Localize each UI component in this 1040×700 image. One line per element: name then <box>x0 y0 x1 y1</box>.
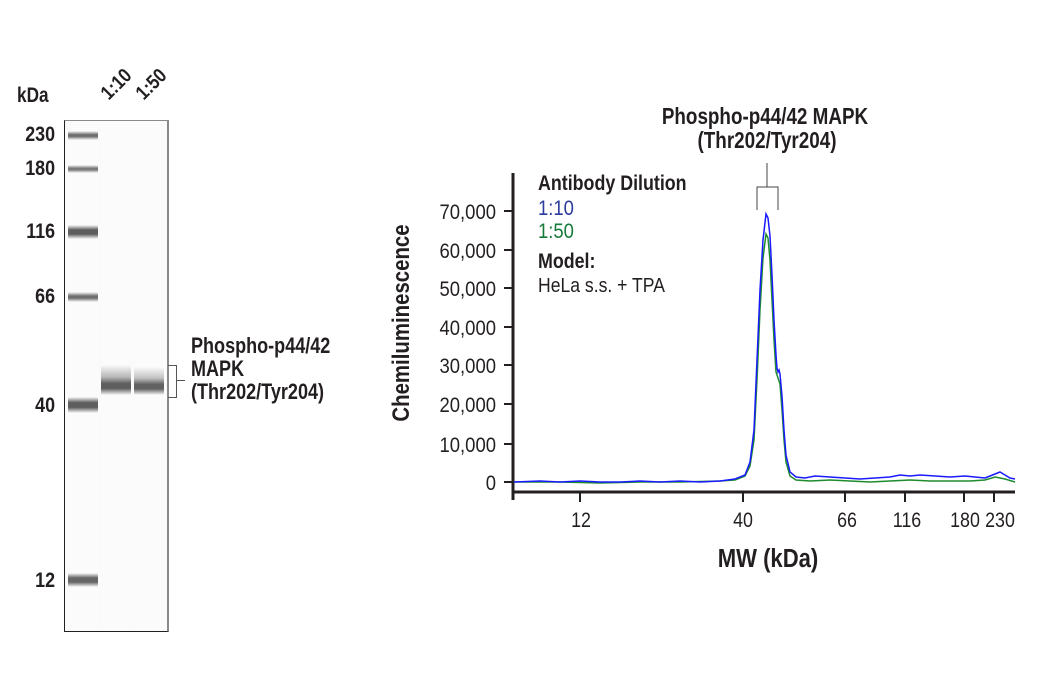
legend-series-1-50: 1:50 <box>538 220 574 243</box>
x-tick-230: 230 <box>985 509 1015 533</box>
ladder-band-180 <box>68 165 98 173</box>
chart-legend: Antibody Dilution 1:10 1:50 Model: HeLa … <box>538 172 687 297</box>
ladder-band-66 <box>68 292 98 302</box>
gel-image <box>64 120 169 632</box>
marker-label-12: 12 <box>35 569 55 592</box>
gel-target-annotation: Phospho-p44/42 MAPK (Thr202/Tyr204) <box>191 334 330 403</box>
lane-1-50 <box>134 121 166 631</box>
series-1-10-line <box>513 211 1016 483</box>
marker-label-40: 40 <box>35 394 55 417</box>
legend-model-heading: Model: <box>538 250 595 274</box>
x-tick-40: 40 <box>733 509 753 533</box>
y-tick-0: 0 <box>486 472 496 495</box>
chart-title-line2: (Thr202/Tyr204) <box>698 128 837 153</box>
y-tick-10000: 10,000 <box>440 434 496 457</box>
x-tick-180: 180 <box>950 509 980 533</box>
y-tick-50000: 50,000 <box>440 278 496 301</box>
gel-annotation-line3: (Thr202/Tyr204) <box>191 379 325 404</box>
ladder-lane <box>66 121 99 631</box>
chart-title: Phospho-p44/42 MAPK (Thr202/Tyr204) <box>662 104 868 153</box>
legend-model-value: HeLa s.s. + TPA <box>538 274 665 296</box>
x-ticks <box>579 492 995 502</box>
y-tick-60000: 60,000 <box>440 240 496 263</box>
target-band-1-50 <box>134 367 164 395</box>
gel-annotation-line2: MAPK <box>191 356 245 381</box>
y-tick-30000: 30,000 <box>440 355 496 378</box>
legend-heading: Antibody Dilution <box>538 172 687 196</box>
peak-bracket <box>756 163 779 210</box>
marker-label-180: 180 <box>25 157 55 180</box>
y-tick-40000: 40,000 <box>440 317 496 340</box>
y-tick-labels: 70,000 60,000 50,000 40,000 30,000 20,00… <box>440 201 496 495</box>
series-1-50-line <box>514 231 1016 484</box>
y-ticks <box>504 210 513 483</box>
ladder-band-12 <box>68 573 98 587</box>
x-tick-66: 66 <box>837 509 857 533</box>
marker-label-66: 66 <box>35 285 55 308</box>
ladder-band-230 <box>68 131 98 140</box>
target-band-1-10 <box>101 365 131 395</box>
ladder-band-116 <box>68 225 98 239</box>
ladder-band-40 <box>68 397 98 413</box>
y-tick-20000: 20,000 <box>440 394 496 417</box>
lane-1-10 <box>101 121 132 631</box>
x-axis-label: MW (kDa) <box>718 544 819 573</box>
y-tick-70000: 70,000 <box>440 201 496 224</box>
gel-annotation-line1: Phospho-p44/42 <box>191 333 331 358</box>
x-tick-12: 12 <box>571 509 591 533</box>
x-tick-116: 116 <box>893 509 921 533</box>
chart-title-line1: Phospho-p44/42 MAPK <box>662 104 868 129</box>
gel-target-bracket <box>168 365 177 398</box>
y-axis-label: Chemiluminescence <box>387 224 414 421</box>
marker-label-116: 116 <box>26 220 55 243</box>
kda-unit-label: kDa <box>17 84 49 107</box>
legend-series-1-10: 1:10 <box>538 197 574 220</box>
x-tick-labels: 12 40 66 116 180 230 <box>571 509 1015 533</box>
marker-label-230: 230 <box>25 123 55 146</box>
gel-target-bracket-tick <box>177 380 185 381</box>
